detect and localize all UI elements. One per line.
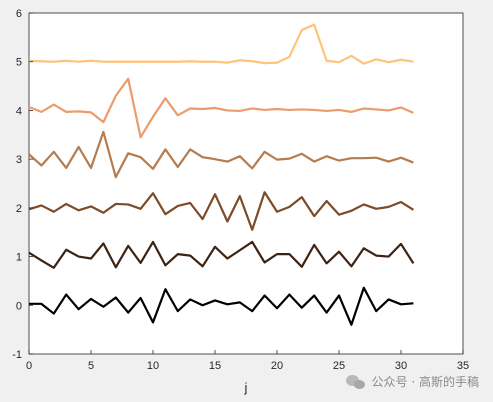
x-tick-label: 0 xyxy=(26,360,32,372)
y-tick-label: 3 xyxy=(16,154,22,166)
wechat-icon xyxy=(345,374,366,390)
x-tick-label: 30 xyxy=(395,360,407,372)
series-layer xyxy=(28,23,415,326)
x-tick-label: 20 xyxy=(271,360,283,372)
series-line-3 xyxy=(28,130,414,179)
x-axis-label: j xyxy=(244,380,248,395)
series-line-5 xyxy=(28,23,414,65)
plot-area xyxy=(28,12,464,355)
axis-layer: 0 5 10 15 20 25 30 35 -1 0 1 2 3 4 5 6 xyxy=(12,8,469,372)
x-tick-label: 25 xyxy=(333,360,345,372)
series-line-2 xyxy=(28,191,414,231)
y-tick-label: 4 xyxy=(16,105,22,117)
y-tick-label: 6 xyxy=(16,8,22,20)
y-tick-label: 5 xyxy=(16,57,22,69)
y-tick-label: 0 xyxy=(16,300,22,312)
watermark: 公众号 · 高斯的手稿 xyxy=(345,373,479,390)
y-tick-label: 2 xyxy=(16,203,22,215)
watermark-text: 公众号 · 高斯的手稿 xyxy=(371,375,479,389)
series-line-0 xyxy=(29,286,414,326)
x-tick-label: 15 xyxy=(209,360,221,372)
series-line-1 xyxy=(28,240,415,269)
x-tick-label: 10 xyxy=(147,360,159,372)
x-tick-label: 5 xyxy=(88,360,94,372)
y-tick-label: -1 xyxy=(12,349,22,361)
x-tick-label: 35 xyxy=(457,360,469,372)
y-tick-label: 1 xyxy=(16,252,22,264)
series-line-4 xyxy=(28,77,414,139)
